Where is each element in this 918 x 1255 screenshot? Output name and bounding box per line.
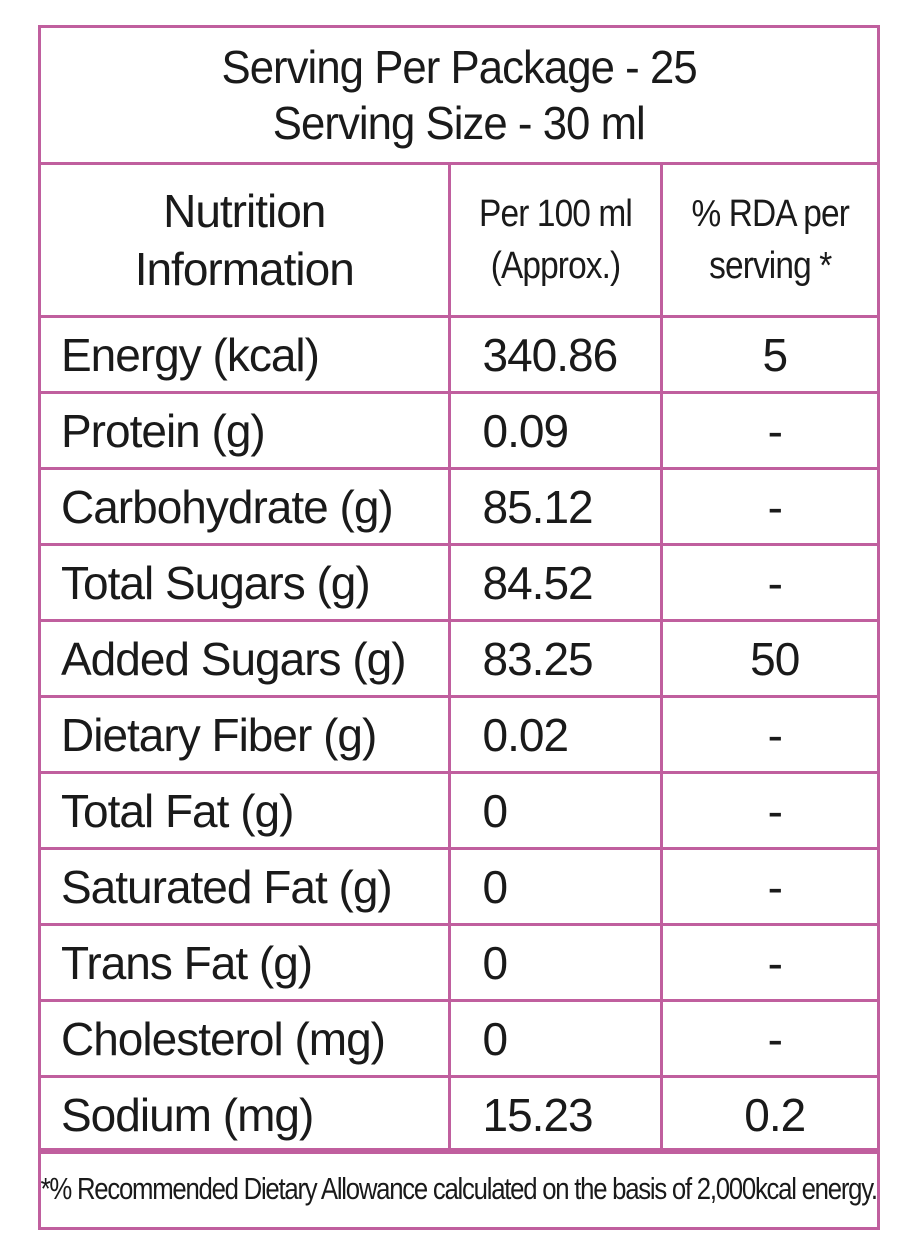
nutrient-rda: 0.2 bbox=[659, 1075, 877, 1154]
column-header-per100: Per 100 ml (Approx.) bbox=[447, 165, 663, 318]
nutrient-value: 0 bbox=[447, 847, 663, 926]
nutrient-value: 0.09 bbox=[447, 391, 663, 470]
nutrient-value: 340.86 bbox=[447, 315, 663, 394]
serving-size: Serving Size - 30 ml bbox=[272, 97, 646, 149]
nutrient-name: Added Sugars (g) bbox=[41, 619, 451, 698]
nutrient-value: 83.25 bbox=[447, 619, 663, 698]
nutrient-name: Sodium (mg) bbox=[41, 1075, 451, 1154]
nutrient-name: Energy (kcal) bbox=[41, 315, 451, 394]
table-row: Protein (g) 0.09 - bbox=[41, 391, 877, 470]
table-row: Energy (kcal) 340.86 5 bbox=[41, 315, 877, 394]
table-row: Trans Fat (g) 0 - bbox=[41, 923, 877, 1002]
nutrient-value: 84.52 bbox=[447, 543, 663, 622]
nutrient-name: Saturated Fat (g) bbox=[41, 847, 451, 926]
table-row: Carbohydrate (g) 85.12 - bbox=[41, 467, 877, 546]
nutrient-value: 0 bbox=[447, 923, 663, 1002]
nutrient-value: 0 bbox=[447, 771, 663, 850]
serving-header: Serving Per Package - 25 Serving Size - … bbox=[41, 28, 877, 165]
nutrient-name: Total Sugars (g) bbox=[41, 543, 451, 622]
nutrition-label: Serving Per Package - 25 Serving Size - … bbox=[38, 25, 880, 1230]
nutrient-value: 15.23 bbox=[447, 1075, 663, 1154]
table-row: Sodium (mg) 15.23 0.2 bbox=[41, 1075, 877, 1154]
nutrient-rda: - bbox=[659, 999, 877, 1078]
nutrition-table: Nutrition Information Per 100 ml (Approx… bbox=[41, 165, 877, 1154]
nutrient-rda: - bbox=[659, 391, 877, 470]
nutrient-rda: 50 bbox=[659, 619, 877, 698]
table-row: Dietary Fiber (g) 0.02 - bbox=[41, 695, 877, 774]
nutrient-rda: - bbox=[659, 923, 877, 1002]
nutrient-name: Trans Fat (g) bbox=[41, 923, 451, 1002]
nutrient-rda: - bbox=[659, 771, 877, 850]
nutrient-rda: - bbox=[659, 543, 877, 622]
table-header-row: Nutrition Information Per 100 ml (Approx… bbox=[41, 165, 877, 318]
nutrient-name: Carbohydrate (g) bbox=[41, 467, 451, 546]
nutrient-name: Cholesterol (mg) bbox=[41, 999, 451, 1078]
column-header-rda: % RDA per serving * bbox=[659, 165, 877, 318]
per100-header-line2: (Approx.) bbox=[490, 245, 620, 287]
nutrient-value: 0 bbox=[447, 999, 663, 1078]
table-row: Total Fat (g) 0 - bbox=[41, 771, 877, 850]
rda-header-line2: serving * bbox=[708, 245, 832, 287]
column-header-nutrition: Nutrition Information bbox=[41, 165, 451, 318]
nutrient-rda: - bbox=[659, 467, 877, 546]
nutrient-rda: - bbox=[659, 847, 877, 926]
nutrient-name: Dietary Fiber (g) bbox=[41, 695, 451, 774]
rda-header-line1: % RDA per bbox=[691, 193, 849, 235]
nutrient-name: Protein (g) bbox=[41, 391, 451, 470]
per100-header-line1: Per 100 ml bbox=[478, 193, 633, 235]
nutrient-rda: 5 bbox=[659, 315, 877, 394]
footnote: *% Recommended Dietary Allowance calcula… bbox=[40, 1148, 878, 1227]
table-row: Cholesterol (mg) 0 - bbox=[41, 999, 877, 1078]
nutrition-header-line2: Information bbox=[134, 243, 355, 295]
table-row: Saturated Fat (g) 0 - bbox=[41, 847, 877, 926]
nutrient-rda: - bbox=[659, 695, 877, 774]
footnote-text: *% Recommended Dietary Allowance calcula… bbox=[40, 1171, 878, 1206]
nutrient-value: 85.12 bbox=[447, 467, 663, 546]
table-row: Added Sugars (g) 83.25 50 bbox=[41, 619, 877, 698]
nutrition-header-line1: Nutrition bbox=[163, 185, 326, 237]
nutrient-name: Total Fat (g) bbox=[41, 771, 451, 850]
table-row: Total Sugars (g) 84.52 - bbox=[41, 543, 877, 622]
nutrient-value: 0.02 bbox=[447, 695, 663, 774]
servings-per-package: Serving Per Package - 25 bbox=[221, 41, 697, 93]
